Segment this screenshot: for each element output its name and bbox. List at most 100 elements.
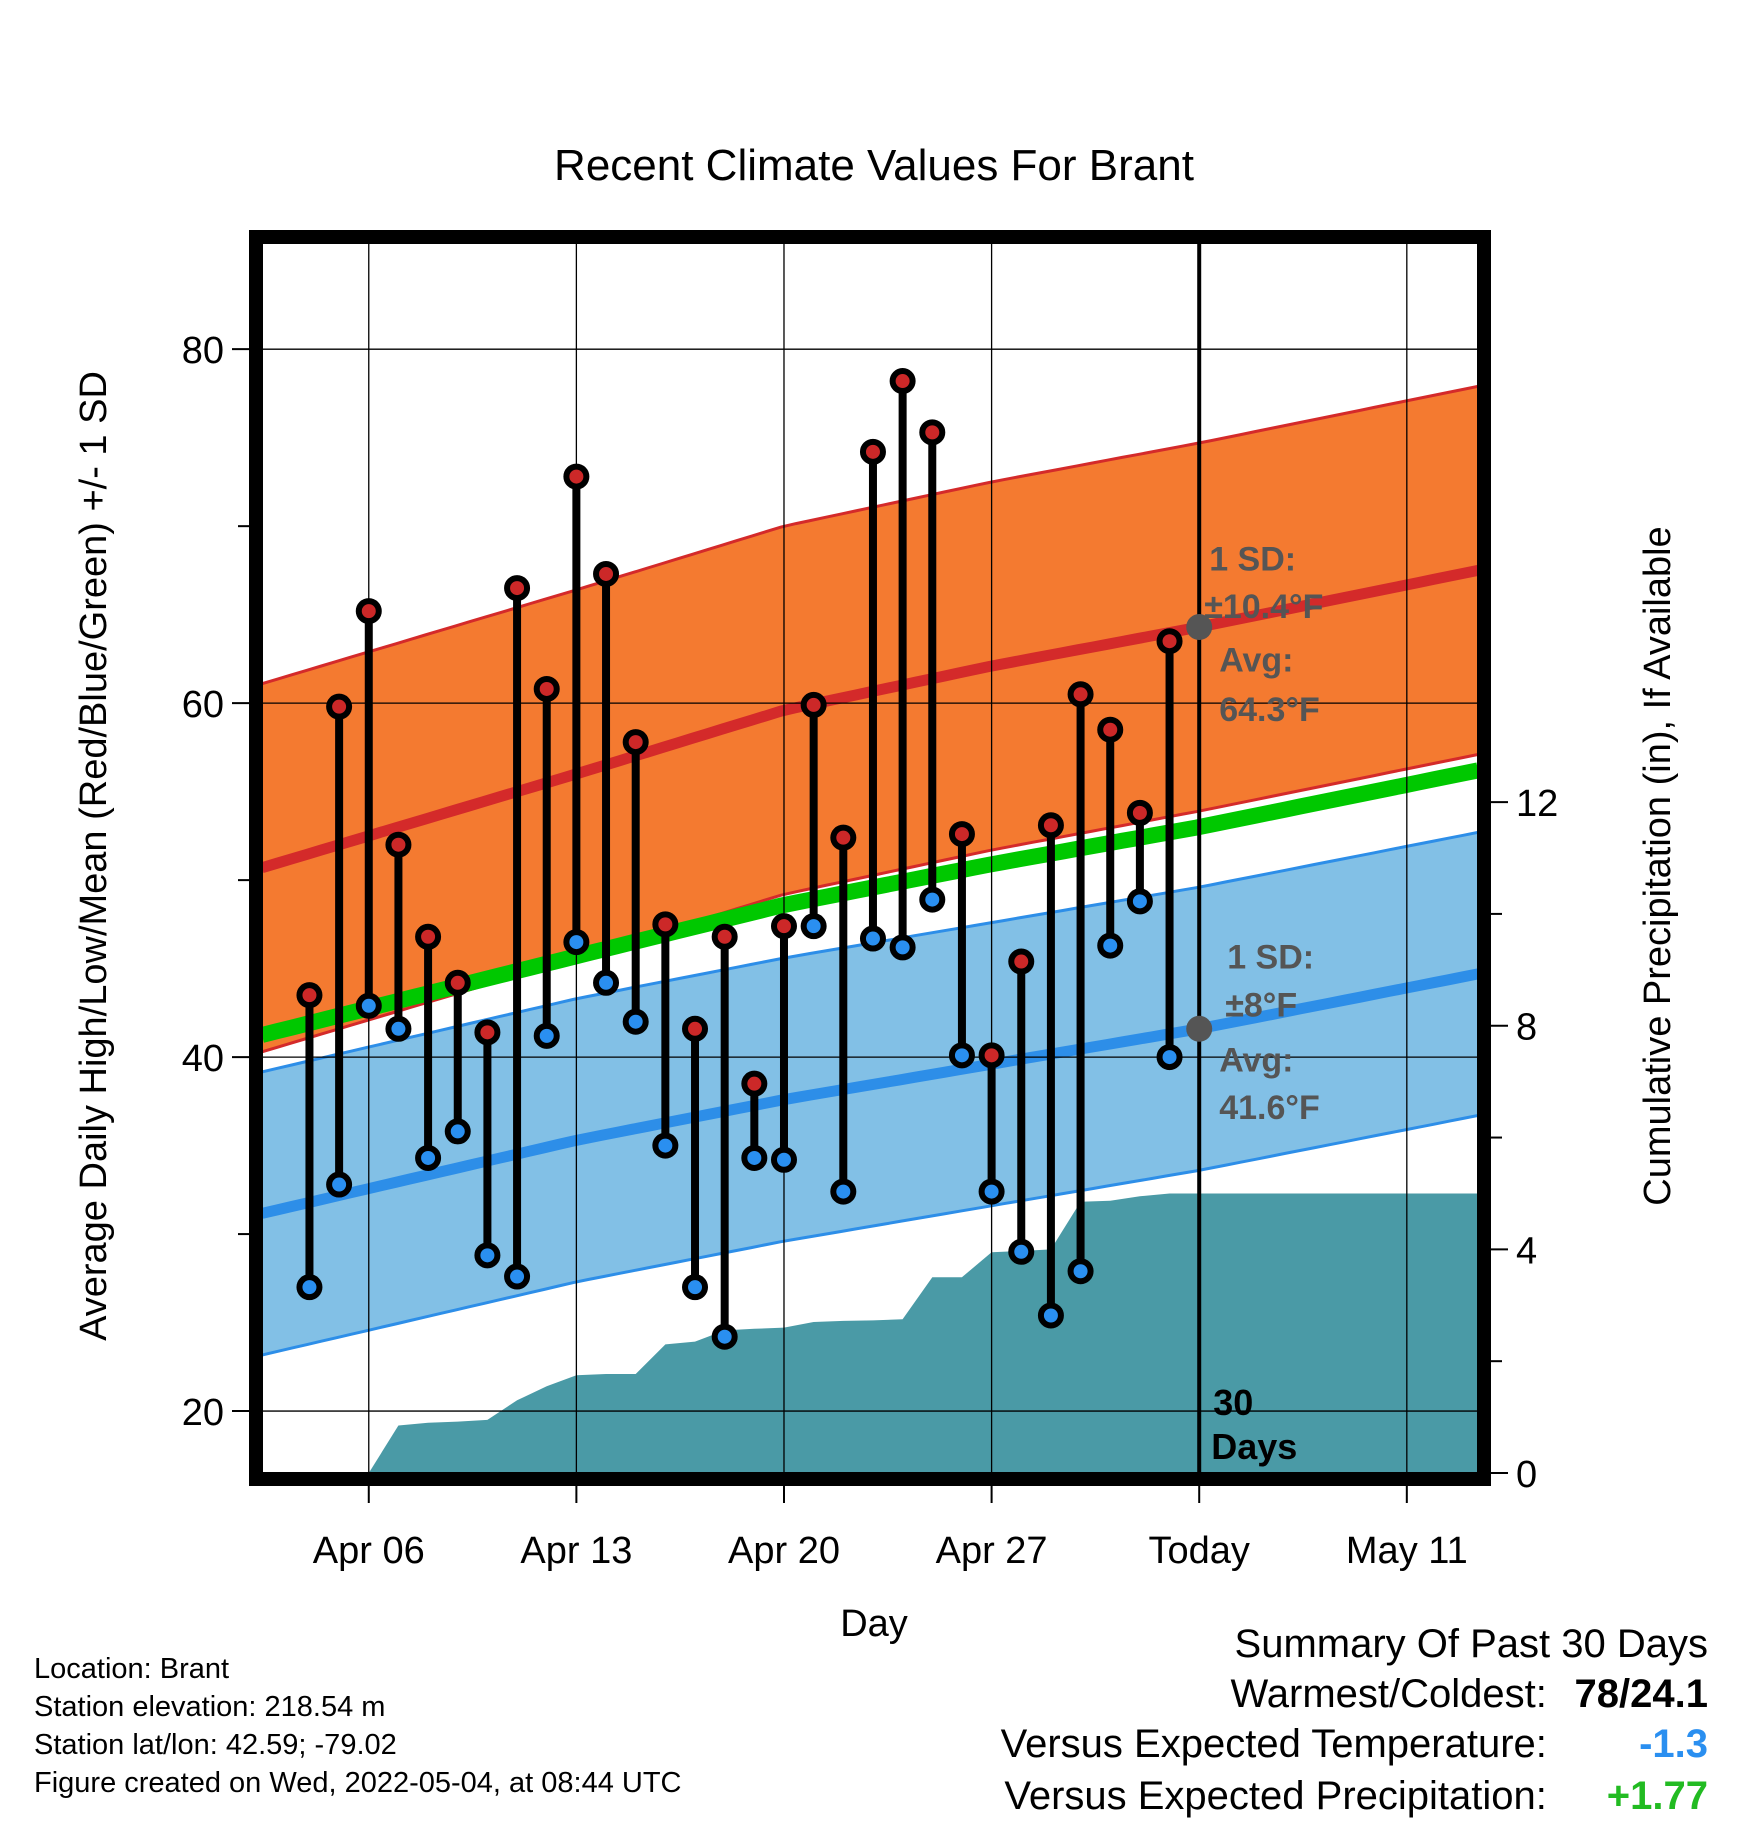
precip-label: Versus Expected Precipitation: <box>1004 1774 1547 1818</box>
daily-high-point <box>326 693 353 720</box>
daily-low-point <box>296 1274 323 1301</box>
daily-low-point <box>978 1178 1005 1205</box>
daily-low-point <box>1067 1258 1094 1285</box>
right-tick-label-1: 4 <box>1516 1230 1537 1272</box>
daily-high-point <box>889 368 916 395</box>
daily-low-point <box>563 929 590 956</box>
left-tick-label-3: 80 <box>182 330 224 372</box>
daily-high-point <box>948 821 975 848</box>
avg-low-line <box>262 968 1478 1219</box>
daily-high-point <box>919 419 946 446</box>
daily-high-point <box>1008 948 1035 975</box>
daily-low-point <box>593 969 620 996</box>
daily-low-point <box>1097 932 1124 959</box>
daily-low-point <box>652 1132 679 1159</box>
warm-cold-label: Warmest/Coldest: <box>1230 1672 1547 1716</box>
daily-low-point <box>1126 888 1153 915</box>
daily-low-point <box>800 913 827 940</box>
location-text: Location: Brant <box>34 1653 230 1685</box>
x-tick-label-2: Apr 20 <box>728 1530 840 1572</box>
daily-high-point <box>1037 812 1064 839</box>
right-tick-label-2: 8 <box>1516 1007 1537 1049</box>
latlon-text: Station lat/lon: 42.59; -79.02 <box>34 1729 397 1761</box>
daily-high-point <box>711 923 738 950</box>
daily-high-point <box>385 831 412 858</box>
y-axis-label-right: Cumulative Precipitation (in), If Availa… <box>1637 526 1679 1205</box>
elevation-text: Station elevation: 218.54 m <box>34 1691 386 1723</box>
daily-high-point <box>859 438 886 465</box>
created-text: Figure created on Wed, 2022-05-04, at 08… <box>34 1767 682 1799</box>
chart-title: Recent Climate Values For Brant <box>554 141 1194 190</box>
daily-high-point <box>533 675 560 702</box>
left-axis-ticks: 20 40 60 80 <box>182 330 249 1434</box>
daily-low-point <box>533 1022 560 1049</box>
daily-low-point <box>355 992 382 1019</box>
x-tick-label-1: Apr 13 <box>520 1530 632 1572</box>
x-tick-label-3: Apr 27 <box>936 1530 1048 1572</box>
temp-value: -1.3 <box>1639 1722 1708 1766</box>
right-tick-label-3: 12 <box>1516 783 1558 825</box>
daily-low-point <box>1156 1044 1183 1071</box>
x-tick-label-0: Apr 06 <box>313 1530 425 1572</box>
low-avg-value: 41.6°F <box>1219 1089 1320 1127</box>
low-band-lower-edge <box>262 1114 1478 1357</box>
warm-cold-value: 78/24.1 <box>1574 1672 1708 1716</box>
daily-high-point <box>830 824 857 851</box>
grid: 1 SD: ±10.4°F Avg: 64.3°F 1 SD: ±8°F Avg: 41.6°… <box>249 230 1491 1486</box>
daily-low-point <box>711 1323 738 1350</box>
daily-high-point <box>593 560 620 587</box>
daily-high-point <box>563 463 590 490</box>
daily-high-point <box>978 1042 1005 1069</box>
high-avg-value: 64.3°F <box>1219 691 1320 729</box>
plot-frame <box>249 230 1491 1486</box>
summary-temp: Versus Expected Temperature: -1.3 <box>1001 1722 1708 1767</box>
right-axis-ticks: 0 4 8 12 <box>1491 783 1558 1496</box>
days-label-word: Days <box>1211 1426 1297 1467</box>
daily-low-point <box>504 1263 531 1290</box>
summary-heading: Summary Of Past 30 Days <box>1234 1622 1708 1666</box>
low-sd-label: 1 SD: <box>1227 939 1314 977</box>
temp-label: Versus Expected Temperature: <box>1000 1722 1547 1766</box>
daily-low-point <box>385 1015 412 1042</box>
daily-high-point <box>415 923 442 950</box>
precip-value: +1.77 <box>1606 1774 1708 1818</box>
daily-high-point <box>652 911 679 938</box>
avg-high-marker <box>1186 614 1213 641</box>
daily-low-point <box>741 1144 768 1171</box>
daily-high-point <box>355 598 382 625</box>
summary-precip: Versus Expected Precipitation: +1.77 <box>1004 1774 1708 1819</box>
right-tick-label-0: 0 <box>1516 1454 1537 1496</box>
daily-high-point <box>682 1015 709 1042</box>
daily-low-point <box>830 1178 857 1205</box>
daily-high-point <box>1097 716 1124 743</box>
station-info: Location: Brant Station elevation: 218.5… <box>34 1650 682 1802</box>
daily-low-point <box>415 1144 442 1171</box>
daily-low-point <box>444 1118 471 1145</box>
left-tick-label-1: 40 <box>182 1038 224 1080</box>
summary-warm-cold: Warmest/Coldest: 78/24.1 <box>1231 1672 1709 1717</box>
daily-low-point <box>682 1274 709 1301</box>
daily-high-point <box>474 1019 501 1046</box>
low-sd-value: ±8°F <box>1225 986 1297 1024</box>
high-avg-label: Avg: <box>1219 641 1293 679</box>
daily-low-point <box>326 1171 353 1198</box>
low-sd-band <box>262 832 1478 1355</box>
y-axis-label-left: Average Daily High/Low/Mean (Red/Blue/Gr… <box>73 371 115 1341</box>
daily-high-point <box>1156 628 1183 655</box>
daily-high-point <box>444 969 471 996</box>
daily-low-point <box>919 886 946 913</box>
daily-high-point <box>1067 681 1094 708</box>
daily-high-point <box>1126 799 1153 826</box>
daily-high-point <box>296 982 323 1009</box>
cumulative-precip-area <box>262 1193 1478 1473</box>
daily-low-point <box>889 934 916 961</box>
daily-high-point <box>800 691 827 718</box>
daily-high-point <box>770 913 797 940</box>
high-sd-value: ±10.4°F <box>1204 588 1323 626</box>
days-label-number: 30 <box>1213 1382 1253 1423</box>
daily-low-point <box>770 1146 797 1173</box>
left-tick-label-2: 60 <box>182 684 224 726</box>
daily-low-point <box>1037 1302 1064 1329</box>
daily-low-point <box>859 925 886 952</box>
